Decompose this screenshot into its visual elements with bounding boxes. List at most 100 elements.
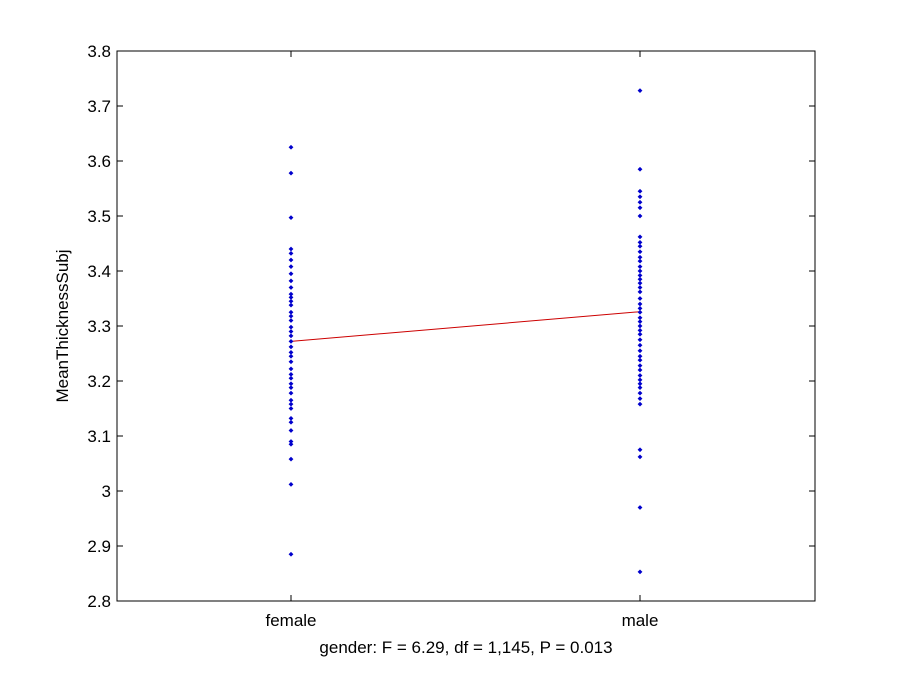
data-point-male: [637, 213, 643, 219]
data-point-female: [288, 350, 294, 355]
data-point-female: [288, 291, 294, 297]
data-point-female: [288, 298, 294, 304]
data-point-female: [288, 353, 294, 359]
data-point-female: [288, 344, 294, 350]
data-point-male: [637, 240, 643, 245]
data-point-male: [637, 166, 643, 172]
data-point-male: [637, 88, 643, 93]
data-point-male: [637, 234, 643, 240]
y-tick-label: 2.9: [87, 537, 111, 556]
data-point-male: [637, 254, 643, 260]
data-point-female: [288, 313, 294, 319]
data-point-male: [637, 289, 643, 295]
data-point-male: [637, 264, 643, 269]
data-point-male: [637, 188, 643, 194]
data-point-male: [637, 385, 643, 390]
data-point-female: [288, 390, 294, 396]
data-point-male: [637, 249, 643, 255]
data-point-female: [288, 401, 294, 407]
fit-line-layer: [290, 311, 641, 342]
data-point-male: [637, 276, 643, 282]
data-point-male: [637, 306, 643, 311]
data-point-male: [637, 377, 643, 383]
data-point-female: [288, 375, 294, 381]
data-point-female: [288, 278, 294, 284]
y-tick-label: 3.1: [87, 427, 111, 446]
data-point-female: [288, 264, 294, 269]
y-tick-label: 3.6: [87, 152, 111, 171]
data-point-female: [288, 339, 294, 344]
y-axis-label: MeanThicknessSubj: [53, 249, 72, 402]
data-point-male: [637, 285, 643, 290]
data-point-male: [637, 323, 643, 329]
data-point-female: [288, 144, 294, 150]
y-tick-label: 3.5: [87, 207, 111, 226]
y-tick-label: 2.8: [87, 592, 111, 611]
data-point-male: [637, 199, 643, 205]
data-point-male: [637, 258, 643, 264]
data-point-male: [637, 401, 643, 407]
x-axis: female male: [265, 51, 658, 630]
data-point-male: [637, 569, 643, 575]
data-point-female: [288, 482, 294, 487]
data-point-male: [637, 353, 643, 359]
data-point-female: [288, 285, 294, 290]
data-point-male: [637, 315, 643, 321]
data-point-female: [288, 441, 294, 447]
data-point-female: [288, 257, 294, 263]
data-point-male: [637, 390, 643, 396]
data-point-male: [637, 337, 643, 343]
data-point-male: [637, 194, 643, 200]
x-axis-label: gender: F = 6.29, df = 1,145, P = 0.013: [319, 638, 612, 657]
data-point-female: [288, 170, 294, 176]
data-point-female: [288, 419, 294, 425]
data-point-female: [288, 359, 294, 365]
data-point-male: [637, 273, 643, 278]
y-tick-label: 3.3: [87, 317, 111, 336]
data-point-male: [637, 243, 643, 249]
data-point-female: [288, 318, 294, 323]
data-point-female: [288, 246, 294, 252]
x-tick-label-male: male: [622, 611, 659, 630]
data-point-male: [637, 447, 643, 453]
data-point-male: [637, 373, 643, 378]
data-point-male: [637, 205, 643, 211]
data-point-female: [288, 329, 294, 334]
y-tick-label: 3.8: [87, 42, 111, 61]
y-axis: 2.8 2.9 3 3.1 3.2 3.3 3.4 3.5 3.6 3.7 3.8: [87, 42, 815, 611]
plot-frame: [116, 50, 816, 602]
data-point-female: [288, 385, 294, 390]
data-point-female: [288, 333, 294, 339]
data-point-male: [637, 348, 643, 354]
y-tick-label: 3.7: [87, 97, 111, 116]
data-point-female: [288, 439, 294, 444]
data-point-male: [637, 301, 643, 307]
data-point-male: [637, 454, 643, 460]
data-point-female: [288, 271, 294, 277]
data-point-male: [637, 268, 643, 274]
data-point-female: [288, 416, 294, 421]
y-tick-label: 3.2: [87, 372, 111, 391]
data-point-male: [637, 328, 643, 333]
y-tick-label: 3: [102, 482, 111, 501]
data-point-male: [637, 319, 643, 324]
data-point-female: [288, 302, 294, 308]
data-point-male: [637, 280, 643, 286]
data-point-male: [637, 367, 643, 373]
x-tick-label-female: female: [265, 611, 316, 630]
data-point-female: [288, 215, 294, 221]
data-point-male: [637, 309, 643, 315]
data-point-female: [288, 551, 294, 557]
data-point-female: [288, 381, 294, 387]
data-points-layer: [288, 88, 643, 575]
data-point-male: [637, 331, 643, 337]
data-point-female: [288, 456, 294, 462]
data-point-male: [637, 357, 643, 363]
data-point-male: [637, 396, 643, 401]
data-point-female: [288, 324, 294, 330]
data-point-female: [288, 295, 294, 300]
fit-line: [290, 311, 641, 342]
data-point-female: [288, 366, 294, 372]
data-point-female: [288, 397, 294, 403]
